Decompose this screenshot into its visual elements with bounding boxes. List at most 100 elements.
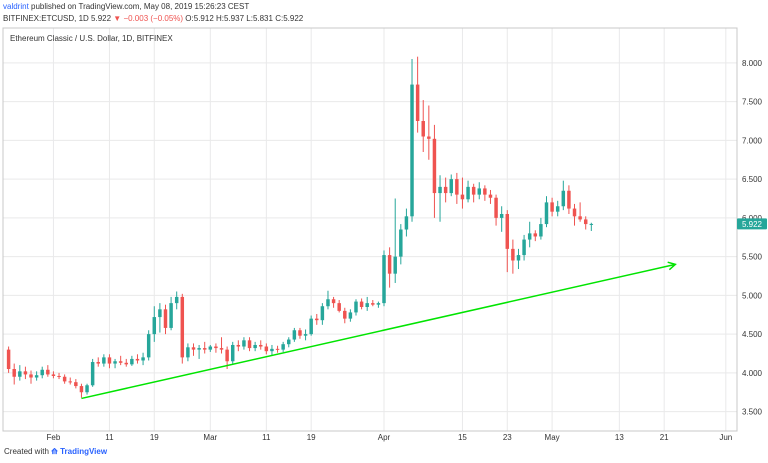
x-tick-label: 21 [660, 433, 669, 442]
candle-body [483, 188, 487, 195]
candle-body [399, 229, 403, 257]
candle-body [85, 385, 89, 393]
candle-body [90, 362, 95, 386]
candle-body [494, 197, 498, 218]
x-tick-label: 19 [307, 433, 316, 442]
candle-body [214, 346, 218, 349]
candle-body [12, 369, 16, 377]
candle-body [539, 224, 543, 237]
x-tick-label: 19 [150, 433, 159, 442]
candle-body [29, 374, 33, 378]
candle-body [130, 358, 134, 365]
current-price-badge [737, 218, 767, 230]
candle-body [315, 318, 319, 321]
ohlc-open: O:5.912 [185, 14, 214, 23]
candle-body [287, 339, 291, 345]
candle-body [527, 233, 532, 240]
candle-body [589, 223, 594, 225]
chart-title: Ethereum Classic / U.S. Dollar, 1D, BITF… [10, 34, 173, 43]
candle-body [578, 216, 582, 220]
price-change: −0.003 (−0.05%) [123, 14, 184, 23]
candle-body [348, 312, 353, 319]
tradingview-logo-icon: ⟰ [51, 447, 58, 456]
price-axis[interactable]: 3.500 4.000 4.500 5.000 5.500 6.000 6.500 7.000… [742, 59, 763, 417]
candle-body [471, 186, 476, 195]
ohlc-close: C:5.922 [275, 14, 304, 23]
candle-body [174, 296, 179, 304]
y-tick-label: 6.500 [742, 175, 763, 184]
candle-body [522, 239, 526, 256]
candle-body [34, 375, 39, 378]
current-price-label: 5.922 [742, 220, 763, 229]
candle-body [365, 303, 369, 307]
y-tick-label: 5.000 [742, 291, 763, 300]
candle-body [533, 233, 538, 237]
candle-body [382, 255, 386, 304]
candle-body [359, 301, 364, 307]
candle-body [118, 361, 123, 363]
y-tick-label: 8.000 [742, 59, 763, 68]
candle-body [141, 357, 145, 361]
symbol-info: BITFINEX:ETCUSD, 1D 5.922 ▼ −0.003 (−0.0… [3, 14, 303, 24]
candle-body [270, 348, 274, 352]
y-tick-label: 4.000 [742, 369, 763, 378]
candle-body [62, 376, 67, 382]
candle-body [466, 186, 470, 200]
candle-body [180, 296, 185, 358]
candle-body [499, 214, 504, 218]
candle-body [320, 306, 325, 321]
x-tick-label: May [545, 433, 560, 442]
published-text: published on TradingView.com, May 08, 20… [31, 2, 250, 11]
candle-body [102, 357, 106, 364]
candle-body [393, 256, 397, 274]
candle-body [567, 190, 571, 209]
candle-body [275, 348, 280, 350]
candle-body [79, 386, 84, 393]
candle-body [511, 248, 515, 261]
candle-body [146, 334, 151, 358]
candle-body [516, 255, 521, 261]
candle-body [376, 303, 381, 305]
candle-body [113, 361, 117, 364]
change-down-icon: ▼ [113, 14, 122, 23]
candle-body [281, 344, 285, 350]
publish-info: valdrint published on TradingView.com, M… [3, 2, 249, 12]
candle-body [354, 301, 358, 313]
candle-body [298, 330, 302, 336]
candle-body [427, 136, 431, 139]
x-tick-label: 11 [262, 433, 271, 442]
x-tick-label: Feb [47, 433, 61, 442]
candle-body [259, 344, 263, 347]
candle-body [544, 202, 549, 225]
candle-body [169, 303, 173, 328]
grid [3, 28, 737, 431]
created-with-text: Created with [4, 447, 49, 456]
candle-body [74, 382, 78, 387]
y-tick-label: 6.000 [742, 214, 763, 223]
last-price: 5.922 [91, 14, 112, 23]
y-tick-label: 3.500 [742, 408, 763, 417]
candle-body [505, 214, 510, 249]
author-link[interactable]: valdrint [3, 2, 29, 11]
candle-body [415, 84, 420, 121]
candle-body [23, 371, 28, 375]
candle-body [68, 381, 72, 383]
trendline[interactable] [81, 263, 676, 400]
candle-body [371, 303, 375, 305]
candle-body [208, 346, 213, 350]
candle-body [561, 190, 566, 207]
candle-body [309, 318, 313, 335]
candle-body [387, 255, 392, 274]
candle-body [410, 84, 414, 217]
candle-body [550, 202, 554, 212]
time-axis[interactable]: Feb 11 19 Mar 11 19 Apr 15 23 May 13 21 Jun [47, 433, 733, 442]
candle-body [477, 188, 481, 195]
candle-body [225, 349, 229, 362]
tradingview-brand[interactable]: TradingView [60, 447, 108, 456]
candle-body [337, 303, 341, 311]
candle-body [242, 340, 246, 347]
candle-body [40, 369, 44, 376]
candle-body [443, 186, 448, 194]
symbol-label: BITFINEX:ETCUSD, 1D [3, 14, 89, 23]
